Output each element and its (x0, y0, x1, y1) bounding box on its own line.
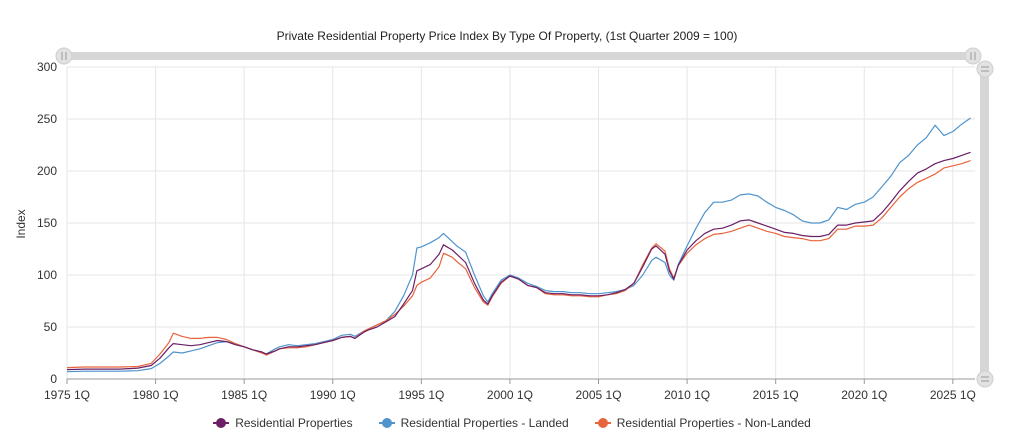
x-tick-label: 1990 1Q (310, 388, 356, 402)
y-axis: 0 50 100 150 200 250 300 (37, 60, 57, 386)
chart-title: Private Residential Property Price Index… (277, 29, 738, 43)
y-axis-label: Index (14, 209, 28, 238)
vertical-navigator-bottom-handle[interactable] (976, 370, 994, 388)
series-line-residential-properties-landed[interactable] (66, 117, 971, 373)
grid-lines (66, 66, 975, 380)
legend-label: Residential Properties (235, 416, 353, 430)
y-tick-label: 50 (44, 320, 58, 334)
x-tick-label: 1975 1Q (44, 388, 90, 402)
legend-label: Residential Properties - Landed (400, 416, 569, 430)
x-axis: 1975 1Q 1980 1Q 1985 1Q 1990 1Q 1995 1Q 2000 … (44, 378, 976, 402)
x-tick-label: 2020 1Q (841, 388, 887, 402)
navigator-track[interactable] (62, 52, 974, 60)
series-line-residential-properties-non-landed[interactable] (66, 160, 971, 369)
legend-item-residential-properties-landed[interactable]: Residential Properties - Landed (378, 416, 569, 430)
y-tick-label: 300 (37, 60, 57, 74)
y-tick-label: 200 (37, 164, 57, 178)
navigator-left-handle[interactable] (55, 47, 73, 65)
x-tick-label: 2010 1Q (664, 388, 710, 402)
legend: Residential Properties Residential Prope… (0, 413, 1024, 433)
series-lines (66, 117, 971, 373)
x-tick-label: 1995 1Q (398, 388, 444, 402)
x-tick-label: 2015 1Q (753, 388, 799, 402)
legend-label: Residential Properties - Non-Landed (616, 416, 811, 430)
legend-marker-icon (594, 418, 611, 428)
x-tick-label: 1985 1Q (221, 388, 267, 402)
vertical-navigator-track[interactable] (980, 66, 989, 380)
y-tick-label: 100 (37, 268, 57, 282)
x-tick-label: 2025 1Q (930, 388, 976, 402)
x-tick-label: 2005 1Q (575, 388, 621, 402)
navigator-right-handle[interactable] (964, 47, 982, 65)
y-tick-label: 150 (37, 216, 57, 230)
legend-marker-icon (213, 418, 230, 428)
x-tick-label: 2000 1Q (487, 388, 533, 402)
legend-item-residential-properties[interactable]: Residential Properties (213, 416, 353, 430)
vertical-navigator-top-handle[interactable] (976, 60, 994, 78)
vertical-range-navigator[interactable] (976, 60, 994, 388)
y-tick-label: 250 (37, 112, 57, 126)
horizontal-range-navigator[interactable] (55, 47, 982, 65)
x-tick-label: 1980 1Q (133, 388, 179, 402)
legend-item-residential-properties-non-landed[interactable]: Residential Properties - Non-Landed (594, 416, 811, 430)
line-chart: Private Residential Property Price Index… (14, 29, 994, 402)
y-tick-label: 0 (50, 372, 57, 386)
series-line-residential-properties[interactable] (66, 151, 971, 371)
legend-marker-icon (378, 418, 395, 428)
